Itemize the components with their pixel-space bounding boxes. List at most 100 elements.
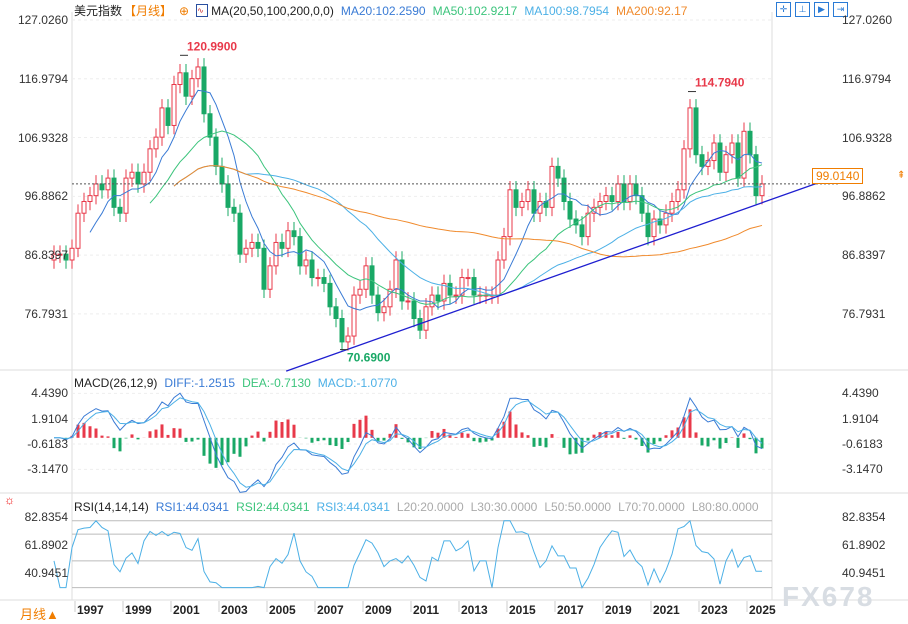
- price-tick-left: 116.9794: [18, 71, 68, 86]
- candle: [621, 183, 627, 203]
- ma20-line: [89, 89, 763, 311]
- candle: [501, 236, 507, 261]
- price-tick-right: 116.9794: [842, 71, 892, 86]
- candle: [549, 165, 555, 208]
- candle: [435, 294, 441, 302]
- candle: [303, 259, 309, 267]
- candle: [567, 201, 573, 220]
- candle: [687, 107, 693, 150]
- ma-params[interactable]: MA(20,50,100,200,0,0): [211, 3, 334, 18]
- candle: [255, 241, 261, 249]
- candle: [651, 218, 657, 238]
- candle: [321, 277, 327, 284]
- candle: [207, 113, 213, 138]
- candle: [165, 107, 171, 126]
- candle: [117, 206, 123, 214]
- candle: [153, 136, 159, 150]
- rsi3-value: RSI3:44.0341: [316, 500, 390, 514]
- macd-tick-left: -0.6183: [27, 437, 68, 451]
- candle: [603, 195, 609, 203]
- candle: [147, 148, 153, 173]
- symbol-name: 美元指数: [74, 4, 123, 18]
- macd-dea-line: [54, 397, 763, 488]
- candle: [111, 177, 117, 208]
- year-tick: 2021: [653, 603, 680, 617]
- candle: [189, 78, 195, 97]
- year-tick: 2001: [173, 603, 200, 617]
- candle: [609, 195, 615, 203]
- rsi-tick-right: 40.9451: [842, 566, 886, 580]
- candle: [459, 277, 465, 296]
- candle: [639, 195, 645, 214]
- candle: [507, 189, 513, 238]
- candle: [231, 206, 237, 214]
- year-tick: 2015: [509, 603, 536, 617]
- candle: [57, 253, 63, 256]
- candle: [693, 107, 699, 156]
- rsi-params[interactable]: RSI(14,14,14): [74, 500, 149, 514]
- play-icon[interactable]: ▶: [814, 2, 829, 17]
- ma20-value: MA20:102.2590: [340, 3, 426, 18]
- crosshair-icon[interactable]: ✛: [776, 2, 791, 17]
- macd-diff-line: [54, 392, 763, 493]
- candle: [297, 236, 303, 267]
- macd-dea: DEA:-0.7130: [242, 376, 311, 390]
- candle: [537, 201, 543, 214]
- price-tick-right: 76.7931: [842, 306, 886, 321]
- price-tick-left: 76.7931: [24, 306, 68, 321]
- candle: [657, 218, 663, 226]
- candle: [81, 201, 87, 214]
- candle: [717, 142, 723, 173]
- candle: [633, 183, 639, 197]
- extreme-label: 120.9900: [187, 39, 237, 53]
- candle: [441, 282, 447, 302]
- l50-value: L50:50.0000: [544, 500, 612, 514]
- ma50-line: [149, 130, 763, 305]
- rsi-tick-left: 82.8354: [24, 510, 68, 524]
- candle: [723, 154, 729, 173]
- candle: [285, 230, 291, 249]
- period-button[interactable]: 月线▲: [14, 604, 65, 624]
- settings-sun-icon[interactable]: ☼: [4, 493, 15, 507]
- candle: [273, 241, 279, 267]
- current-price-label: 99.0140: [812, 168, 864, 184]
- candle: [531, 189, 537, 214]
- extreme-label: 70.6900: [347, 351, 391, 365]
- candle: [465, 277, 471, 280]
- candle: [225, 183, 231, 208]
- year-tick: 2011: [413, 603, 440, 617]
- candle: [615, 183, 621, 203]
- indicator-icon[interactable]: ∿: [196, 4, 209, 17]
- macd-params[interactable]: MACD(26,12,9): [74, 376, 158, 390]
- candle: [681, 148, 687, 191]
- candle: [333, 306, 339, 320]
- candle: [339, 318, 345, 343]
- macd-diff: DIFF:-1.2515: [164, 376, 236, 390]
- ma100-line: [173, 165, 763, 296]
- l30-value: L30:30.0000: [470, 500, 538, 514]
- candle: [735, 142, 741, 179]
- macd-tick-left: -3.1470: [27, 462, 68, 477]
- main-header: 美元指数 【月线】 ⊕ ∿ MA(20,50,100,200,0,0) MA20…: [74, 2, 687, 19]
- candle: [177, 72, 183, 86]
- candle: [159, 107, 165, 138]
- year-tick: 2025: [749, 603, 776, 617]
- rsi-tick-left: 61.8902: [24, 538, 68, 552]
- period-label[interactable]: 【月线】: [124, 4, 173, 18]
- price-tick-right: 86.8397: [842, 248, 886, 263]
- price-tick-right: 106.9328: [842, 130, 893, 145]
- ma200-value: MA200:92.17: [616, 3, 688, 18]
- price-tick-left: 106.9328: [17, 130, 68, 145]
- exit-icon[interactable]: ⇥: [833, 2, 848, 17]
- rsi-tick-right: 82.8354: [842, 510, 886, 524]
- candle: [75, 212, 81, 249]
- zoom-range-icon[interactable]: ⊥: [795, 2, 810, 17]
- rsi-header: RSI(14,14,14) RSI1:44.0341 RSI2:44.0341 …: [74, 500, 759, 514]
- year-tick: 2017: [557, 603, 584, 617]
- candle: [675, 189, 681, 203]
- rsi-tick-left: 40.9451: [24, 566, 68, 580]
- year-tick: 2003: [221, 603, 248, 617]
- add-icon[interactable]: ⊕: [179, 3, 190, 18]
